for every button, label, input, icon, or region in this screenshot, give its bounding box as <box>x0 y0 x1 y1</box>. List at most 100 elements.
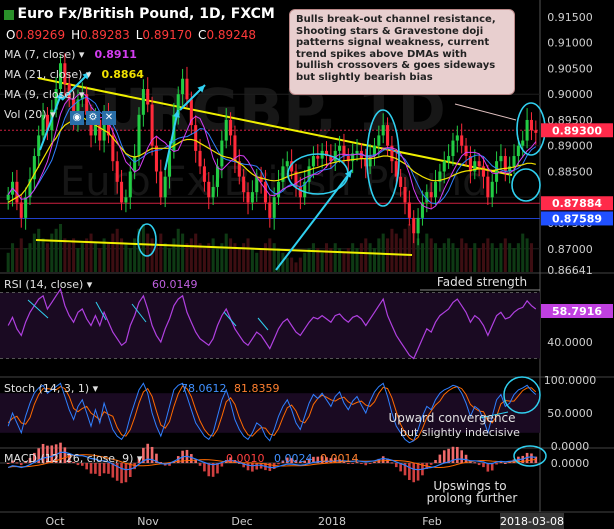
candle-body <box>372 145 377 157</box>
trend-arrow <box>164 109 179 171</box>
candle-body <box>416 217 420 234</box>
volume-bar <box>503 238 507 272</box>
price-tick-label: 0.87000 <box>547 243 593 256</box>
candle-body <box>6 194 10 200</box>
macd-histogram-bar <box>312 456 315 463</box>
eye-icon[interactable]: ◉ <box>70 111 84 125</box>
volume-bar <box>495 248 499 272</box>
volume-bar <box>163 243 167 272</box>
volume-bar <box>207 243 211 272</box>
ohlc-key: H <box>71 28 81 42</box>
volume-bar <box>72 238 76 272</box>
macd-histogram-bar <box>115 463 119 481</box>
channel-support-line <box>35 239 413 256</box>
macd-histogram-bar <box>285 457 289 463</box>
volume-bar <box>111 233 115 272</box>
highlight-ellipse <box>287 153 349 195</box>
macd-histogram-bar <box>394 463 398 468</box>
candle-body <box>525 119 529 141</box>
candle-body <box>189 99 193 126</box>
candle-body <box>324 150 329 157</box>
macd-histogram-bar <box>81 463 84 466</box>
price-badge-label: 0.87884 <box>552 197 602 210</box>
volume-bar <box>76 248 80 272</box>
macd-signal-line <box>8 454 536 469</box>
stoch-d-value: 81.8359 <box>234 382 280 395</box>
macd-histogram-bar <box>307 458 311 463</box>
macd-histogram-bar <box>220 463 224 467</box>
volume-bar <box>255 252 259 272</box>
macd-histogram-bar <box>150 446 154 463</box>
macd-histogram-bar <box>368 463 372 464</box>
candle-body <box>298 186 302 198</box>
macd-histogram-bar <box>360 463 363 464</box>
indicator-row[interactable]: MA (9, close) ▾ <box>4 88 84 101</box>
indicator-controls: ◉ ⚙ ✕ <box>70 110 118 125</box>
volume-bar <box>342 252 346 272</box>
volume-bar <box>525 238 529 272</box>
candle-body <box>45 114 49 131</box>
macd-histogram-bar <box>299 461 302 463</box>
macd-histogram-bar <box>72 461 75 463</box>
volume-bar <box>215 248 220 272</box>
price-tick-label: 0.91500 <box>547 11 593 24</box>
gear-icon[interactable]: ⚙ <box>86 111 100 125</box>
macd-histogram-bar <box>381 456 385 463</box>
macd-histogram-bar <box>451 446 455 463</box>
macd-histogram-bar <box>142 447 145 463</box>
volume-bar <box>372 248 377 272</box>
indicator-row[interactable]: Vol (20) ▾ <box>4 108 56 121</box>
candle-body <box>202 166 206 182</box>
candle-body <box>503 156 507 172</box>
macd-histogram-bar <box>98 463 102 477</box>
macd-histogram-bar <box>255 463 259 470</box>
time-axis-label: Nov <box>137 515 159 528</box>
candle-body <box>41 114 45 136</box>
candle-body <box>473 161 477 172</box>
volume-bar <box>303 252 307 272</box>
macd-histogram-bar <box>211 463 215 477</box>
indicator-label: MA (9, close) ▾ <box>4 88 85 101</box>
candle-body <box>329 156 333 162</box>
macd-line <box>7 451 536 471</box>
candle-body <box>215 166 220 187</box>
price-badge-label: 0.87589 <box>552 212 602 225</box>
volume-bar <box>359 243 363 272</box>
volume-bar <box>220 243 224 272</box>
indicator-row[interactable]: MA (7, close) ▾ 0.8911 <box>4 48 137 61</box>
macd-histogram-bar <box>128 463 132 477</box>
candle-body <box>207 181 211 198</box>
candle-body <box>381 125 385 136</box>
macd-histogram-bar <box>50 445 54 463</box>
volume-bar <box>425 233 429 272</box>
macd-histogram-bar <box>495 463 498 465</box>
volume-bar <box>229 238 233 272</box>
volume-bar <box>211 238 215 272</box>
macd-value-3: 0.0014 <box>320 452 359 465</box>
indicator-value: 0.8911 <box>94 48 137 61</box>
macd-histogram-bar <box>482 463 485 468</box>
macd-histogram-bar <box>373 461 376 463</box>
trend-arrow-head <box>173 110 180 118</box>
macd-histogram-bar <box>499 462 503 464</box>
volume-bar <box>146 233 150 272</box>
volume-bar <box>486 238 490 272</box>
macd-histogram-bar <box>11 460 14 463</box>
volume-bar <box>412 233 416 272</box>
volume-bar <box>50 233 54 272</box>
volume-bar <box>250 248 254 272</box>
candle-body <box>185 78 189 100</box>
stoch-legend-label: Stoch (14, 3, 1) ▾ <box>4 382 99 395</box>
indicator-row[interactable]: MA (21, close) ▾ 0.8864 <box>4 68 144 81</box>
volume-bar <box>120 238 124 272</box>
volume-bar <box>333 243 337 272</box>
close-icon[interactable]: ✕ <box>102 111 116 125</box>
candle-body <box>19 202 23 218</box>
macd-note-1: Upswings to <box>433 479 506 493</box>
macd-histogram-bar <box>408 463 411 480</box>
macd-histogram-bar <box>242 463 245 468</box>
candle-body <box>141 89 145 115</box>
indicator-value: 0.8864 <box>101 68 144 81</box>
macd-histogram-bar <box>89 463 93 474</box>
candle-body <box>58 63 63 90</box>
